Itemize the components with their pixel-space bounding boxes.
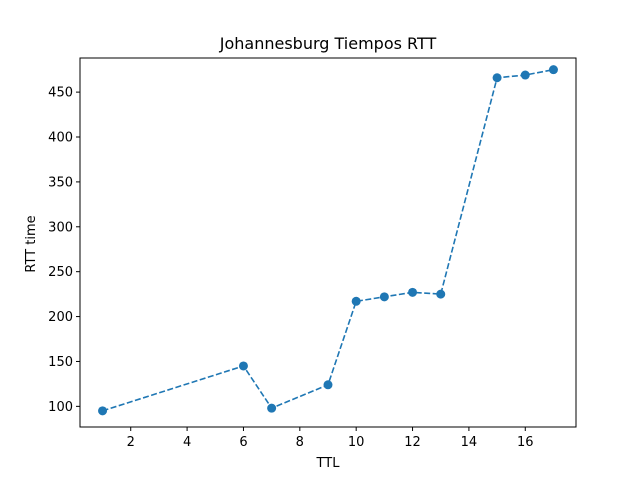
- y-tick-label: 450: [48, 86, 73, 101]
- data-point: [492, 73, 502, 83]
- x-axis-ticks: 2 4 6 8 10 12 14 16: [127, 427, 534, 450]
- x-tick-label: 10: [348, 435, 365, 450]
- data-point: [98, 406, 108, 416]
- x-tick-label: 2: [127, 435, 135, 450]
- chart-title: Johannesburg Tiempos RTT: [219, 34, 437, 53]
- y-tick-label: 200: [48, 310, 73, 325]
- y-tick-label: 150: [48, 355, 73, 370]
- x-axis-label: TTL: [316, 456, 341, 471]
- x-tick-label: 8: [296, 435, 304, 450]
- x-tick-label: 12: [404, 435, 421, 450]
- x-tick-label: 4: [183, 435, 191, 450]
- x-tick-label: 6: [239, 435, 247, 450]
- y-tick-label: 350: [48, 175, 73, 190]
- y-tick-label: 100: [48, 400, 73, 415]
- y-axis-ticks: 100 150 200 250 300 350 400 450: [48, 86, 80, 415]
- data-point: [379, 292, 389, 302]
- y-tick-label: 400: [48, 131, 73, 146]
- data-point: [238, 361, 248, 371]
- plot-frame: [79, 57, 577, 428]
- y-tick-label: 250: [48, 265, 73, 280]
- data-point: [548, 65, 558, 75]
- data-point: [408, 287, 418, 297]
- x-tick-label: 16: [517, 435, 534, 450]
- x-tick-label: 14: [461, 435, 478, 450]
- series-line: [102, 68, 554, 412]
- series-layer: [98, 65, 558, 416]
- y-axis-label: RTT time: [24, 215, 39, 272]
- data-point: [351, 296, 361, 306]
- plot-area: [79, 57, 577, 428]
- data-point: [520, 70, 530, 80]
- y-tick-label: 300: [48, 220, 73, 235]
- data-point: [323, 380, 333, 390]
- data-point: [436, 289, 446, 299]
- data-point: [267, 403, 277, 413]
